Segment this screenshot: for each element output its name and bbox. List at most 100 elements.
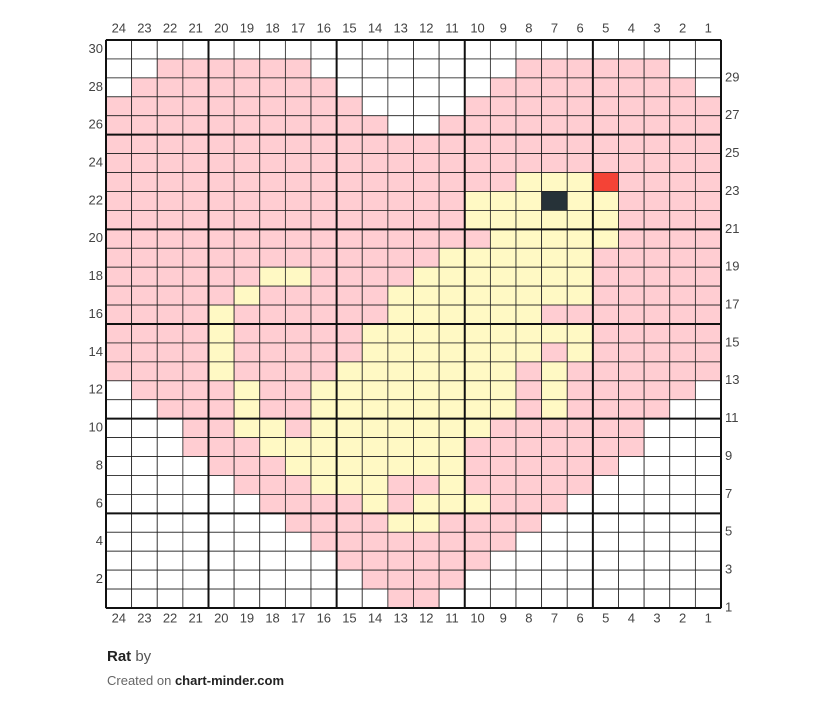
stitch-cell xyxy=(310,475,338,495)
stitch-cell xyxy=(592,342,619,363)
stitch-cell xyxy=(259,285,286,306)
stitch-cell xyxy=(156,512,184,533)
stitch-cell xyxy=(182,493,209,514)
column-label: 12 xyxy=(419,610,433,625)
row-label: 26 xyxy=(89,117,103,132)
stitch-cell xyxy=(489,475,517,495)
stitch-cell xyxy=(643,153,671,173)
stitch-cell xyxy=(310,323,338,344)
stitch-cell xyxy=(464,266,491,287)
stitch-cell xyxy=(592,77,619,98)
stitch-cell xyxy=(643,96,671,117)
row-label: 21 xyxy=(725,221,739,236)
stitch-cell xyxy=(413,191,440,211)
stitch-cell xyxy=(105,361,133,382)
stitch-cell xyxy=(669,209,696,230)
stitch-cell xyxy=(284,493,312,514)
stitch-cell xyxy=(413,172,440,192)
stitch-cell xyxy=(336,550,363,571)
stitch-cell xyxy=(336,247,363,268)
stitch-cell xyxy=(592,531,619,552)
stitch-cell xyxy=(387,191,414,211)
stitch-cell xyxy=(618,304,645,325)
stitch-cell xyxy=(694,550,722,571)
stitch-cell xyxy=(310,115,338,136)
stitch-cell xyxy=(541,361,568,382)
stitch-cell xyxy=(515,134,543,155)
stitch-cell xyxy=(208,39,235,60)
stitch-cell xyxy=(233,418,261,438)
stitch-cell xyxy=(515,228,543,249)
stitch-cell xyxy=(592,456,619,476)
stitch-cell xyxy=(182,228,209,249)
stitch-cell xyxy=(489,512,517,533)
stitch-cell xyxy=(208,58,235,79)
stitch-cell xyxy=(284,191,312,211)
stitch-cell xyxy=(694,399,722,420)
stitch-cell xyxy=(566,569,594,590)
stitch-cell xyxy=(156,437,184,457)
stitch-cell xyxy=(541,285,568,306)
stitch-cell xyxy=(541,399,568,420)
stitch-cell xyxy=(361,569,389,590)
stitch-cell xyxy=(156,58,184,79)
stitch-cell xyxy=(361,493,389,514)
stitch-cell xyxy=(310,512,338,533)
stitch-cell xyxy=(515,437,543,457)
stitch-cell xyxy=(618,493,645,514)
stitch-cell xyxy=(438,191,466,211)
stitch-cell xyxy=(361,531,389,552)
stitch-cell xyxy=(489,58,517,79)
stitch-cell xyxy=(413,304,440,325)
stitch-cell xyxy=(592,285,619,306)
stitch-cell xyxy=(669,115,696,136)
stitch-cell xyxy=(669,134,696,155)
stitch-cell xyxy=(233,304,261,325)
stitch-cell xyxy=(592,191,619,211)
stitch-cell xyxy=(438,77,466,98)
row-label: 29 xyxy=(725,69,739,84)
stitch-cell xyxy=(694,588,722,609)
stitch-cell xyxy=(438,456,466,476)
stitch-cell xyxy=(694,228,722,249)
stitch-cell xyxy=(208,361,235,382)
stitch-cell xyxy=(310,209,338,230)
stitch-cell xyxy=(284,342,312,363)
stitch-cell xyxy=(233,285,261,306)
stitch-cell xyxy=(131,304,158,325)
stitch-cell xyxy=(284,285,312,306)
stitch-cell xyxy=(694,58,722,79)
stitch-cell xyxy=(694,569,722,590)
stitch-cell xyxy=(694,153,722,173)
column-label: 12 xyxy=(419,20,433,35)
stitch-cell xyxy=(361,153,389,173)
stitch-cell xyxy=(464,475,491,495)
stitch-cell xyxy=(694,285,722,306)
stitch-cell xyxy=(592,209,619,230)
stitch-cell xyxy=(694,418,722,438)
stitch-cell xyxy=(387,172,414,192)
stitch-cell xyxy=(387,266,414,287)
column-label: 11 xyxy=(445,610,459,625)
stitch-cell xyxy=(387,115,414,136)
stitch-cell xyxy=(413,228,440,249)
stitch-cell xyxy=(233,380,261,401)
stitch-cell xyxy=(541,172,568,192)
stitch-cell xyxy=(489,456,517,476)
stitch-cell xyxy=(182,342,209,363)
stitch-cell xyxy=(541,228,568,249)
stitch-cell xyxy=(233,191,261,211)
stitch-cell xyxy=(592,437,619,457)
stitch-cell xyxy=(105,531,133,552)
stitch-cell xyxy=(541,304,568,325)
stitch-cell xyxy=(387,418,414,438)
stitch-cell xyxy=(438,285,466,306)
stitch-cell xyxy=(259,58,286,79)
stitch-cell xyxy=(233,266,261,287)
stitch-cell xyxy=(336,531,363,552)
stitch-cell xyxy=(182,191,209,211)
stitch-cell xyxy=(592,380,619,401)
stitch-cell xyxy=(669,191,696,211)
stitch-cell xyxy=(413,77,440,98)
stitch-cell xyxy=(413,550,440,571)
